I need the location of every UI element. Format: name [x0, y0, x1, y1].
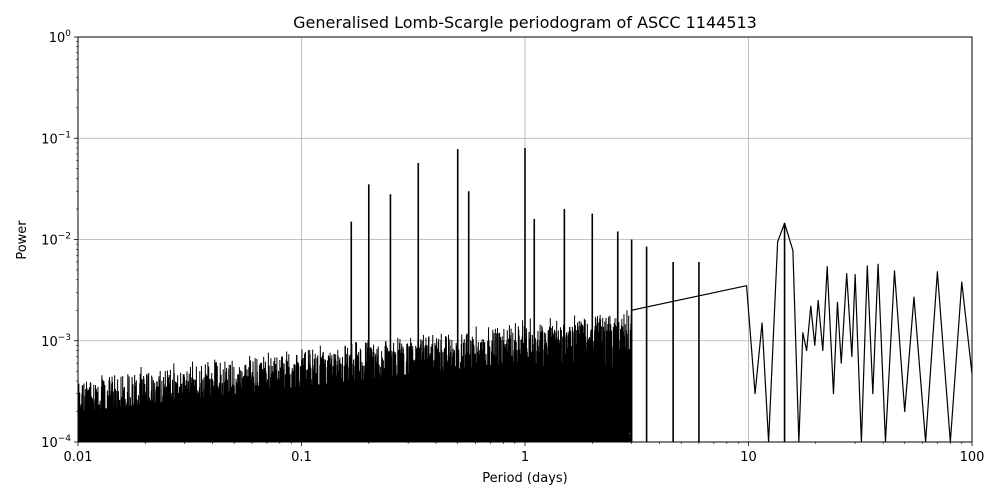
long-period-trace [631, 222, 972, 442]
x-tick-label: 100 [960, 450, 985, 465]
x-axis-label: Period (days) [482, 471, 568, 486]
x-tick-label: 0.1 [291, 450, 312, 465]
chart-title: Generalised Lomb-Scargle periodogram of … [293, 13, 757, 32]
y-axis: 10−4 10−3 10−2 10−1 100 [41, 29, 78, 451]
x-tick-label: 0.01 [64, 450, 93, 465]
x-tick-label: 10 [740, 450, 757, 465]
x-axis: 0.01 0.1 1 10 100 [64, 442, 985, 465]
dense-noise-fill [78, 361, 632, 442]
y-axis-label: Power [15, 220, 30, 260]
y-tick-label: 10−4 [41, 434, 71, 451]
y-tick-label: 10−3 [41, 333, 71, 350]
x-tick-label: 1 [521, 450, 529, 465]
y-tick-label: 10−1 [41, 130, 71, 147]
power-series [78, 148, 972, 442]
y-tick-label: 100 [49, 29, 72, 46]
y-tick-label: 10−2 [41, 232, 71, 249]
